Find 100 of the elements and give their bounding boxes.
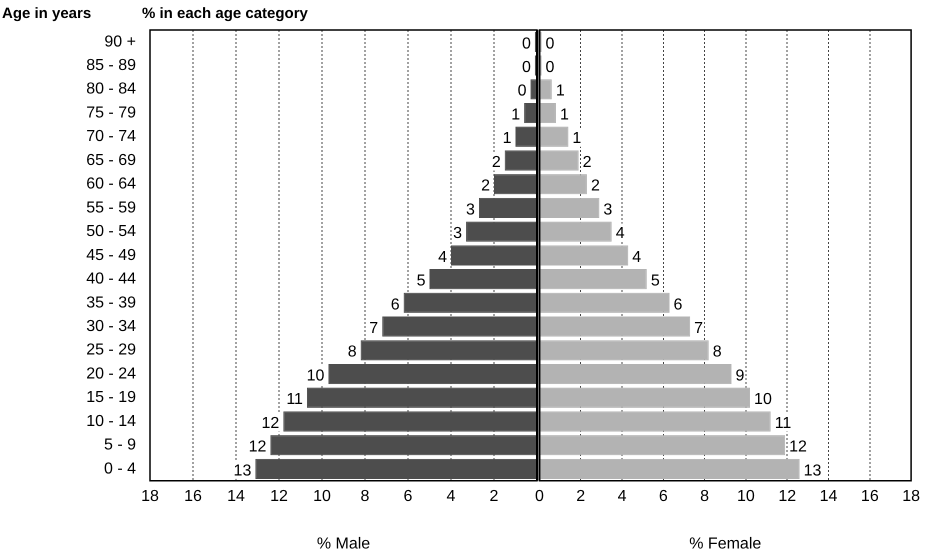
x-tick-label: 14 xyxy=(820,488,838,505)
data-label: 2 xyxy=(481,178,490,195)
bar xyxy=(540,126,568,147)
data-label: 12 xyxy=(789,438,808,456)
data-label: 10 xyxy=(306,367,325,384)
data-label: 11 xyxy=(774,414,792,432)
x-axis-title: % Female xyxy=(689,535,762,552)
data-label: 2 xyxy=(582,154,592,171)
bar xyxy=(540,458,800,480)
data-label: 10 xyxy=(754,391,772,408)
y-tick-label: 30 - 34 xyxy=(86,318,136,335)
x-tick-label: 6 xyxy=(404,488,413,505)
bar xyxy=(540,198,600,218)
y-tick-label: 75 - 79 xyxy=(86,104,136,122)
y-tick-label: 0 - 4 xyxy=(104,460,136,478)
y-tick-label: 15 - 19 xyxy=(86,389,136,406)
bar xyxy=(540,411,771,432)
y-tick-label: 35 - 39 xyxy=(86,294,136,312)
y-tick-label: 80 - 84 xyxy=(86,80,136,98)
y-tick-label: 10 - 14 xyxy=(86,412,136,430)
x-tick-label: 18 xyxy=(902,488,920,505)
x-tick-label: 16 xyxy=(184,488,202,505)
data-label: 4 xyxy=(616,225,625,242)
y-tick-label: 50 - 54 xyxy=(86,223,136,240)
x-tick-label: 16 xyxy=(860,488,879,505)
x-tick-label: 2 xyxy=(576,488,586,505)
y-tick-label: 5 - 9 xyxy=(104,436,136,454)
data-label: 2 xyxy=(590,178,600,195)
y-tick-label: 90 + xyxy=(104,33,136,50)
data-label: 13 xyxy=(234,462,252,480)
data-label: 12 xyxy=(262,414,280,432)
data-label: 3 xyxy=(466,201,476,218)
y-tick-label: 85 - 89 xyxy=(86,56,136,74)
data-label: 12 xyxy=(248,438,266,456)
y-tick-label: 65 - 69 xyxy=(86,152,136,169)
x-tick-label: 2 xyxy=(490,488,499,505)
bar xyxy=(540,222,612,242)
y-tick-label: 45 - 49 xyxy=(86,246,136,264)
data-label: 0 xyxy=(546,35,555,52)
x-tick-label: 8 xyxy=(360,488,370,505)
x-tick-label: 6 xyxy=(658,488,668,505)
bar xyxy=(540,174,587,194)
data-label: 1 xyxy=(560,106,569,124)
data-label: 0 xyxy=(522,35,531,52)
data-label: 7 xyxy=(694,320,704,337)
data-label: 2 xyxy=(492,154,501,171)
bar xyxy=(540,150,579,171)
data-label: 9 xyxy=(735,367,744,384)
data-label: 0 xyxy=(546,58,555,76)
bar xyxy=(540,292,670,313)
chart-title: % in each age category xyxy=(142,5,309,22)
bar xyxy=(540,79,552,100)
data-label: 3 xyxy=(603,201,612,218)
bar xyxy=(530,79,536,100)
bar xyxy=(540,388,750,408)
data-label: 6 xyxy=(390,296,400,314)
data-label: 1 xyxy=(502,130,512,148)
bar xyxy=(540,316,690,337)
x-tick-label: 14 xyxy=(227,488,245,505)
bar xyxy=(540,364,732,384)
data-label: 0 xyxy=(518,82,527,100)
bar xyxy=(504,150,536,171)
data-label: 6 xyxy=(674,296,683,314)
data-label: 13 xyxy=(804,462,822,480)
x-tick-label: 12 xyxy=(778,488,796,505)
data-label: 8 xyxy=(348,344,357,361)
y-tick-label: 40 - 44 xyxy=(86,270,136,288)
data-label: 3 xyxy=(453,225,462,242)
data-label: 0 xyxy=(522,58,531,76)
x-tick-label: 8 xyxy=(700,488,710,505)
x-tick-label: 4 xyxy=(446,488,456,505)
x-tick-label: 10 xyxy=(313,488,331,505)
data-label: 8 xyxy=(712,344,722,361)
bar xyxy=(540,269,647,290)
y-axis-title: Age in years xyxy=(2,5,92,22)
bar xyxy=(540,245,628,266)
y-tick-label: 25 - 29 xyxy=(86,342,136,359)
bar xyxy=(540,102,556,124)
data-label: 4 xyxy=(632,248,642,266)
x-tick-label: 18 xyxy=(141,488,159,505)
bar xyxy=(524,102,536,124)
bar xyxy=(540,340,709,360)
x-axis-title: % Male xyxy=(316,535,370,552)
x-tick-label: 12 xyxy=(270,488,288,505)
data-label: 11 xyxy=(286,391,304,408)
x-tick-label: 0 xyxy=(534,488,544,505)
data-label: 1 xyxy=(556,82,565,100)
y-tick-label: 20 - 24 xyxy=(86,365,136,382)
data-label: 5 xyxy=(416,272,426,290)
data-label: 5 xyxy=(650,272,660,290)
y-tick-label: 55 - 59 xyxy=(86,199,136,216)
data-label: 1 xyxy=(511,106,520,124)
data-label: 1 xyxy=(572,130,582,148)
y-tick-label: 60 - 64 xyxy=(86,176,136,193)
x-tick-label: 4 xyxy=(618,488,627,505)
y-tick-label: 70 - 74 xyxy=(86,128,136,146)
bar xyxy=(516,126,536,147)
bar xyxy=(540,435,786,456)
data-label: 4 xyxy=(438,248,448,266)
x-tick-label: 10 xyxy=(737,488,755,505)
